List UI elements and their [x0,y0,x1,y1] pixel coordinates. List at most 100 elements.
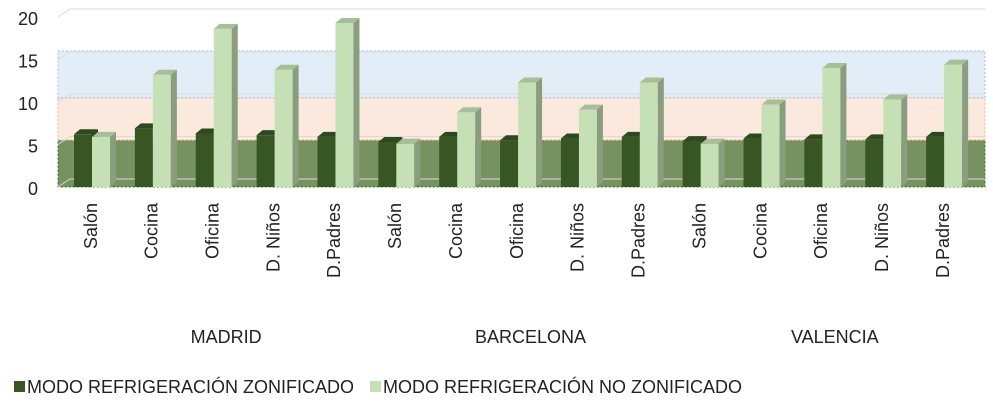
bar-side [779,99,786,187]
bar-top [700,138,725,144]
x-tick-label: Cocina [142,202,162,259]
grid-line [57,178,985,188]
bar [92,131,116,187]
bar-top [457,107,482,113]
bar [274,64,299,187]
bar-top [883,94,908,100]
bar-top [822,63,847,68]
x-tick-label: D. Niños [872,203,892,272]
bar-front [682,141,701,187]
bar-front [335,22,354,188]
x-tick-label: Salón [81,203,101,249]
bar-side [962,59,969,187]
bar-front [639,82,658,187]
bar-side [170,69,177,187]
bar-top [213,23,238,29]
bar-side [718,138,725,187]
bar-front [865,139,884,187]
bar [761,99,786,187]
bar-front [700,143,719,187]
y-tick-label: 10 [18,94,38,114]
bar-top [378,136,403,142]
grid-line [57,93,985,103]
bar-front [804,139,823,187]
bar-front [500,140,519,187]
bar-front [457,112,476,187]
bar [152,69,177,187]
bar-top [578,104,603,110]
bar-front [213,28,232,188]
group-label: BARCELONA [475,327,586,347]
legend-label: MODO REFRIGERACIÓN NO ZONIFICADO [383,376,742,397]
bar-top [518,77,543,83]
bar-front [396,143,415,187]
bar-side [110,131,116,187]
bar-top [944,59,969,65]
bar-top [639,77,664,83]
x-tick-label: D. Niños [568,203,588,272]
y-tick-label: 20 [18,9,38,29]
bar-side [475,107,482,187]
x-tick-label: D.Padres [933,203,953,278]
bar-front [317,136,336,187]
bar [639,77,664,187]
x-tick-label: D.Padres [629,203,649,278]
legend-label: MODO REFRIGERACIÓN ZONIFICADO [27,376,354,397]
bar-side [840,63,847,187]
bar [213,23,238,188]
bar-side [536,77,543,187]
x-tick-label: D.Padres [324,203,344,278]
bar-front [822,68,841,187]
group-label: MADRID [191,327,262,347]
bar [578,104,603,187]
bar-top [92,131,116,137]
bar-side [292,64,299,187]
bar [822,63,847,187]
bar [883,94,908,187]
bar-side [353,17,360,188]
bar-front [743,138,762,187]
bar-top [335,17,360,23]
x-tick-label: Oficina [811,202,831,259]
y-tick-label: 0 [28,179,38,199]
bar-front [518,82,537,187]
bar-front [883,99,902,187]
bar-side [657,77,664,187]
bar-front [195,133,214,187]
bar-front [274,69,293,187]
legend-swatch [14,381,25,392]
bar-front [92,136,110,187]
x-tick-label: Oficina [507,202,527,259]
bar-top [682,136,707,142]
bar-top [152,69,177,75]
x-tick-label: Oficina [202,202,222,259]
bar-side [414,138,421,187]
bar-front [134,128,153,187]
bar-top [74,129,98,135]
y-tick-label: 5 [28,136,38,156]
bar-front [578,109,597,187]
bar-front [560,138,579,187]
legend-swatch [370,381,382,392]
bar-side [231,23,238,188]
bar-top [761,99,786,105]
x-tick-label: Cocina [446,202,466,259]
x-tick-label: Cocina [750,202,770,259]
bar-front [926,136,945,187]
bar-front [378,141,397,187]
group-label: VALENCIA [791,327,879,347]
bar-top [396,138,421,144]
bar-side [901,94,908,187]
bar-front [152,74,171,187]
bar [396,138,421,187]
bar-top [274,64,299,70]
bar-front [944,64,963,187]
bar-front [439,136,458,187]
bar-front [761,104,780,187]
x-tick-label: Salón [689,203,709,249]
bar [335,17,360,188]
bar-side [596,104,603,187]
bar-front [256,135,275,187]
bar-front [74,134,92,187]
